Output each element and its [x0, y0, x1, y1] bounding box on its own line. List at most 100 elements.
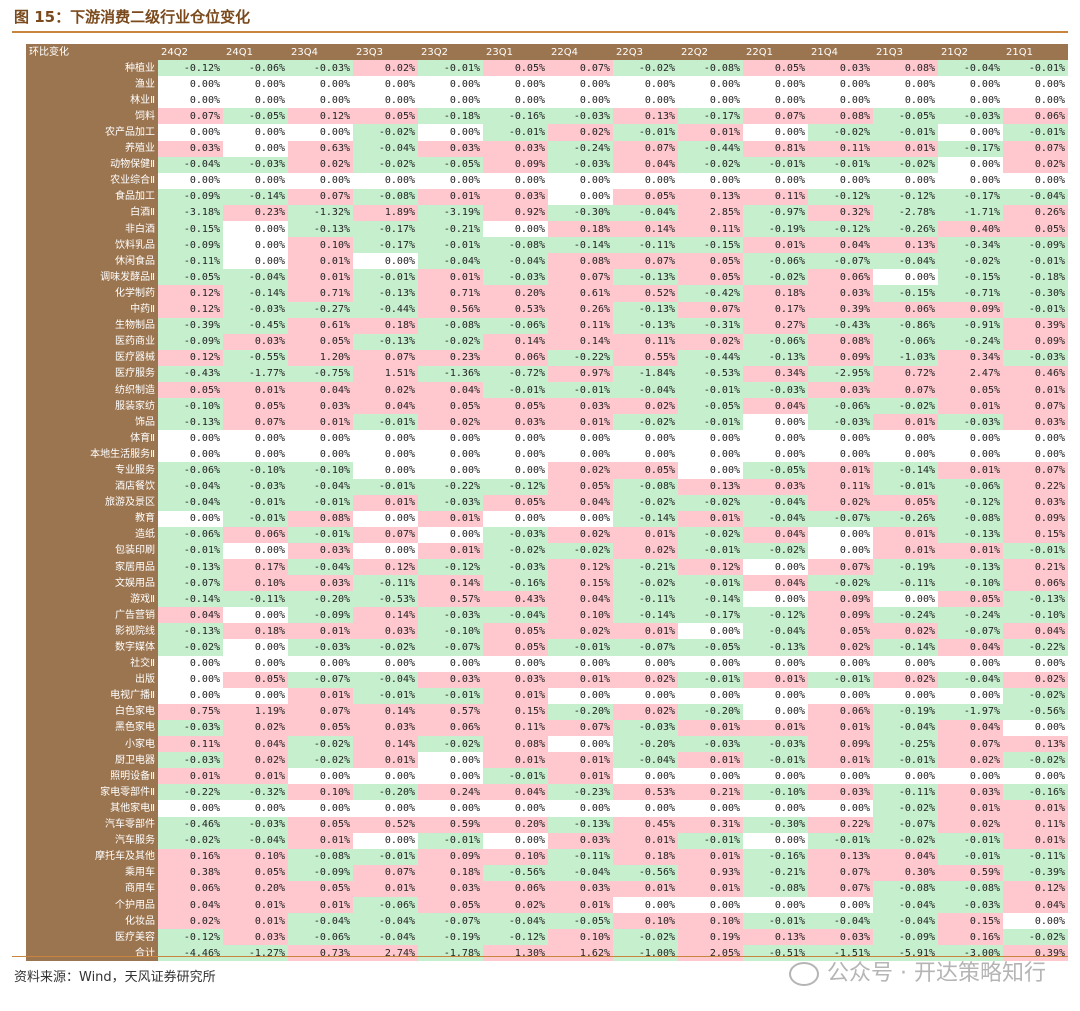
value-cell: 0.00% — [873, 430, 938, 447]
value-cell: -0.44% — [353, 301, 418, 318]
value-cell: 0.18% — [353, 317, 418, 334]
value-cell: 0.01% — [613, 832, 678, 849]
value-cell: 0.00% — [223, 639, 288, 656]
value-cell: 0.11% — [743, 188, 808, 205]
value-cell: -0.16% — [483, 575, 548, 592]
value-cell: 0.13% — [613, 108, 678, 125]
value-cell: 0.06% — [1003, 108, 1068, 125]
header-row: 环比变化 24Q2 24Q1 23Q4 23Q3 23Q2 23Q1 22Q4 22Q3 22Q… — [26, 44, 1068, 61]
value-cell: -0.02% — [158, 832, 223, 849]
value-cell: -0.27% — [288, 301, 353, 318]
value-cell: -0.91% — [938, 317, 1003, 334]
value-cell: 0.05% — [483, 398, 548, 415]
value-cell: 0.01% — [678, 124, 743, 141]
value-cell: 0.05% — [938, 381, 1003, 399]
value-cell: -0.11% — [613, 237, 678, 254]
value-cell: -0.07% — [938, 623, 1003, 640]
value-cell: -0.03% — [938, 896, 1003, 914]
value-cell: 2.85% — [678, 204, 743, 222]
value-cell: 0.00% — [873, 591, 938, 608]
industry-label: 其他家电Ⅱ — [26, 800, 158, 817]
value-cell: 0.06% — [873, 301, 938, 318]
value-cell: 1.51% — [353, 365, 418, 382]
value-cell: 0.13% — [678, 478, 743, 495]
value-cell: 0.02% — [938, 752, 1003, 769]
value-cell: -0.56% — [613, 864, 678, 881]
value-cell: 0.00% — [548, 446, 613, 463]
value-cell: -0.02% — [808, 575, 873, 592]
value-cell: -0.05% — [743, 462, 808, 479]
value-cell: 0.00% — [743, 591, 808, 608]
value-cell: 0.01% — [678, 510, 743, 527]
value-cell: 0.00% — [1003, 655, 1068, 672]
value-cell: 0.93% — [678, 864, 743, 881]
value-cell: -0.06% — [873, 333, 938, 350]
value-cell: -0.39% — [1003, 864, 1068, 881]
value-cell: -0.06% — [353, 896, 418, 914]
value-cell: -0.11% — [223, 591, 288, 608]
value-cell: -0.04% — [743, 494, 808, 511]
value-cell: -0.03% — [158, 752, 223, 769]
value-cell: -0.20% — [288, 591, 353, 608]
value-cell: 0.01% — [418, 510, 483, 527]
value-cell: 0.11% — [158, 736, 223, 753]
value-cell: -0.14% — [613, 607, 678, 624]
value-cell: 0.43% — [483, 591, 548, 608]
value-cell: 0.01% — [743, 719, 808, 737]
table-row: 家居用品 -0.13% 0.17% -0.04% 0.12% -0.12% -0.03% 0.… — [26, 559, 1068, 576]
value-cell: 0.17% — [743, 301, 808, 318]
value-cell: 0.11% — [483, 719, 548, 737]
value-cell: 0.12% — [158, 285, 223, 302]
value-cell: -0.21% — [743, 864, 808, 881]
industry-label: 包装印刷 — [26, 542, 158, 559]
value-cell: -0.24% — [548, 140, 613, 157]
industry-label: 医药商业 — [26, 333, 158, 350]
value-cell: -1.27% — [223, 945, 288, 962]
value-cell: -0.02% — [1003, 687, 1068, 704]
value-cell: -0.15% — [938, 269, 1003, 286]
value-cell: 0.05% — [353, 108, 418, 125]
industry-label: 合计 — [26, 945, 158, 962]
value-cell: 0.03% — [548, 880, 613, 897]
value-cell: -0.13% — [613, 269, 678, 286]
value-cell: -0.11% — [873, 784, 938, 801]
value-cell: -0.04% — [288, 478, 353, 495]
value-cell: -0.04% — [418, 253, 483, 270]
value-cell: -0.10% — [223, 462, 288, 479]
industry-label: 商用车 — [26, 880, 158, 897]
value-cell: 0.07% — [938, 736, 1003, 753]
value-cell: -0.24% — [938, 333, 1003, 350]
value-cell: -0.07% — [613, 639, 678, 656]
value-cell: 0.12% — [158, 301, 223, 318]
value-cell: 0.07% — [613, 253, 678, 270]
value-cell: 0.07% — [548, 719, 613, 737]
value-cell: 0.00% — [873, 446, 938, 463]
value-cell: -0.05% — [678, 398, 743, 415]
value-cell: -0.03% — [548, 156, 613, 173]
value-cell: -0.04% — [808, 913, 873, 930]
value-cell: -0.01% — [808, 832, 873, 849]
value-cell: -0.02% — [613, 60, 678, 77]
value-cell: 0.00% — [808, 800, 873, 817]
value-cell: 0.01% — [873, 414, 938, 431]
value-cell: 2.47% — [938, 365, 1003, 382]
table-row: 影视院线 -0.13% 0.18% 0.01% 0.03% -0.10% 0.05% 0.02… — [26, 623, 1068, 640]
table-row: 商用车 0.06% 0.20% 0.05% 0.01% 0.03% 0.06% 0.03% 0.… — [26, 880, 1068, 897]
value-cell: 0.09% — [938, 301, 1003, 318]
value-cell: -0.55% — [223, 349, 288, 366]
value-cell: 0.07% — [873, 381, 938, 399]
value-cell: 0.14% — [353, 703, 418, 720]
value-cell: 0.00% — [483, 430, 548, 447]
value-cell: 0.03% — [743, 478, 808, 495]
industry-label: 小家电 — [26, 736, 158, 753]
value-cell: -0.01% — [938, 848, 1003, 865]
value-cell: 0.10% — [223, 848, 288, 865]
header-quarter: 23Q4 — [288, 44, 353, 61]
value-cell: 0.14% — [613, 221, 678, 238]
industry-label: 渔业 — [26, 76, 158, 93]
value-cell: -0.02% — [743, 542, 808, 559]
header-quarter: 22Q3 — [613, 44, 678, 61]
value-cell: 0.00% — [938, 76, 1003, 93]
value-cell: -0.05% — [678, 639, 743, 656]
value-cell: -0.39% — [158, 317, 223, 334]
